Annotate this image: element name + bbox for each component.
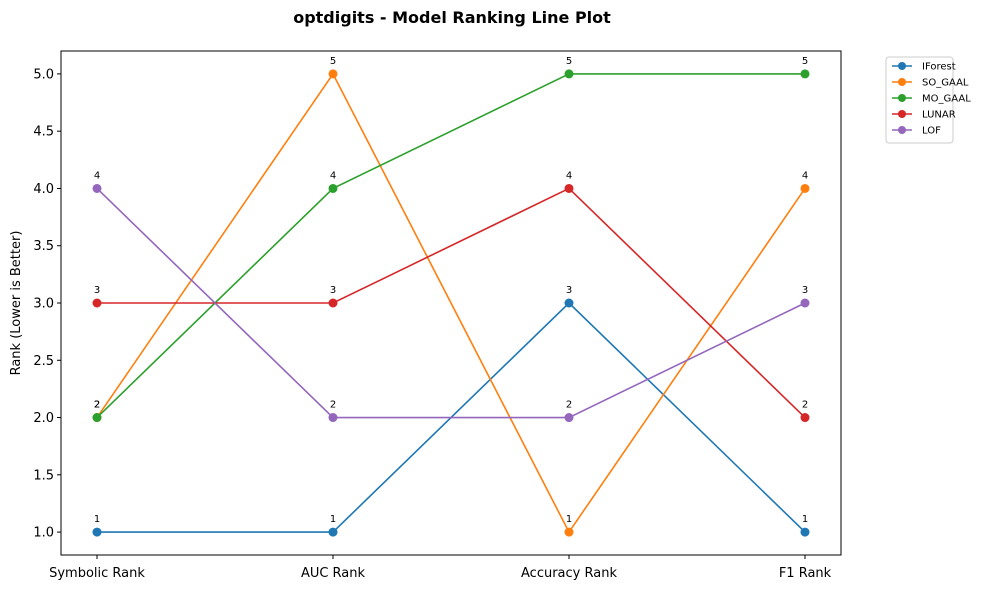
data-label-lof-2: 2 xyxy=(566,400,572,411)
legend-marker-so_gaal xyxy=(898,78,906,86)
legend-label-so_gaal: SO_GAAL xyxy=(922,78,969,89)
series-iforest: 1 1 3 1 xyxy=(92,285,810,537)
y-tick-label-4: 3.0 xyxy=(33,297,54,312)
y-tick-label-0: 1.0 xyxy=(33,526,54,541)
point-lof-3 xyxy=(800,298,810,308)
data-label-mo_gaal-0: 2 xyxy=(94,400,100,411)
y-axis-label: Rank (Lower is Better) xyxy=(9,231,24,376)
point-iforest-1 xyxy=(328,527,338,537)
point-mo_gaal-1 xyxy=(328,183,338,193)
data-label-iforest-1: 1 xyxy=(330,514,336,525)
x-axis: Symbolic Rank AUC Rank Accuracy Rank F1 Ran… xyxy=(49,555,832,581)
point-lunar-3 xyxy=(800,413,810,423)
point-iforest-3 xyxy=(800,527,810,537)
y-tick-label-5: 3.5 xyxy=(33,239,54,254)
point-so_gaal-2 xyxy=(564,527,574,537)
series-line-lof xyxy=(96,187,806,419)
legend-label-lof: LOF xyxy=(922,126,941,137)
data-label-lunar-0: 3 xyxy=(94,285,100,296)
point-mo_gaal-0 xyxy=(92,413,102,423)
data-label-lof-1: 2 xyxy=(330,400,336,411)
legend-marker-lunar xyxy=(898,110,906,118)
point-lof-1 xyxy=(328,413,338,423)
point-iforest-0 xyxy=(92,527,102,537)
point-so_gaal-1 xyxy=(328,69,338,79)
legend-marker-mo_gaal xyxy=(898,94,906,102)
legend-item-lunar: LUNAR xyxy=(892,110,956,121)
legend-item-lof: LOF xyxy=(892,126,941,137)
point-iforest-2 xyxy=(564,298,574,308)
y-tick-label-1: 1.5 xyxy=(33,468,54,483)
point-lunar-2 xyxy=(564,183,574,193)
y-tick-label-2: 2.0 xyxy=(33,411,54,426)
data-label-lof-0: 4 xyxy=(94,170,100,181)
legend-item-so_gaal: SO_GAAL xyxy=(892,78,969,89)
data-label-lof-3: 3 xyxy=(802,285,808,296)
legend-item-mo_gaal: MO_GAAL xyxy=(892,94,971,105)
y-tick-label-7: 4.5 xyxy=(33,125,54,140)
point-so_gaal-3 xyxy=(800,183,810,193)
legend-label-lunar: LUNAR xyxy=(922,110,956,121)
data-label-so_gaal-2: 1 xyxy=(566,514,572,525)
data-label-so_gaal-1: 5 xyxy=(330,56,336,67)
data-label-mo_gaal-2: 5 xyxy=(566,56,572,67)
data-label-so_gaal-0: 2 xyxy=(94,400,100,411)
data-label-lunar-1: 3 xyxy=(330,285,336,296)
series-lof: 4 2 2 3 xyxy=(92,170,810,423)
data-label-mo_gaal-3: 5 xyxy=(802,56,808,67)
point-lof-2 xyxy=(564,413,574,423)
y-tick-label-6: 4.0 xyxy=(33,182,54,197)
point-lunar-0 xyxy=(92,298,102,308)
point-lof-0 xyxy=(92,183,102,193)
data-label-so_gaal-3: 4 xyxy=(802,170,808,181)
data-label-lunar-3: 2 xyxy=(802,400,808,411)
legend-marker-lof xyxy=(898,126,906,134)
data-label-iforest-3: 1 xyxy=(802,514,808,525)
point-mo_gaal-3 xyxy=(800,69,810,79)
data-label-mo_gaal-1: 4 xyxy=(330,170,336,181)
data-label-iforest-2: 3 xyxy=(566,285,572,296)
x-tick-label-0: Symbolic Rank xyxy=(49,566,145,581)
series-mo_gaal: 2 4 5 5 xyxy=(92,56,810,423)
legend: IForest SO_GAAL MO_GAAL LUNAR LOF xyxy=(885,56,971,144)
y-axis: 1.0 1.5 2.0 2.5 3.0 3.5 4.0 4.5 5.0 xyxy=(33,67,61,541)
data-label-lunar-2: 4 xyxy=(566,170,572,181)
legend-label-iforest: IForest xyxy=(922,62,956,73)
series-lunar: 3 3 4 2 xyxy=(92,170,810,423)
y-tick-label-3: 2.5 xyxy=(33,354,54,369)
point-mo_gaal-2 xyxy=(564,69,574,79)
data-label-iforest-0: 1 xyxy=(94,514,100,525)
series-so_gaal: 2 5 1 4 xyxy=(92,56,810,537)
point-lunar-1 xyxy=(328,298,338,308)
x-tick-label-1: AUC Rank xyxy=(301,566,366,581)
x-tick-label-3: F1 Rank xyxy=(779,566,832,581)
legend-marker-iforest xyxy=(898,62,906,70)
x-tick-label-2: Accuracy Rank xyxy=(521,566,617,581)
y-tick-label-8: 5.0 xyxy=(33,67,54,82)
chart-title: optdigits - Model Ranking Line Plot xyxy=(293,8,611,27)
legend-item-iforest: IForest xyxy=(892,62,956,73)
legend-label-mo_gaal: MO_GAAL xyxy=(922,94,971,105)
